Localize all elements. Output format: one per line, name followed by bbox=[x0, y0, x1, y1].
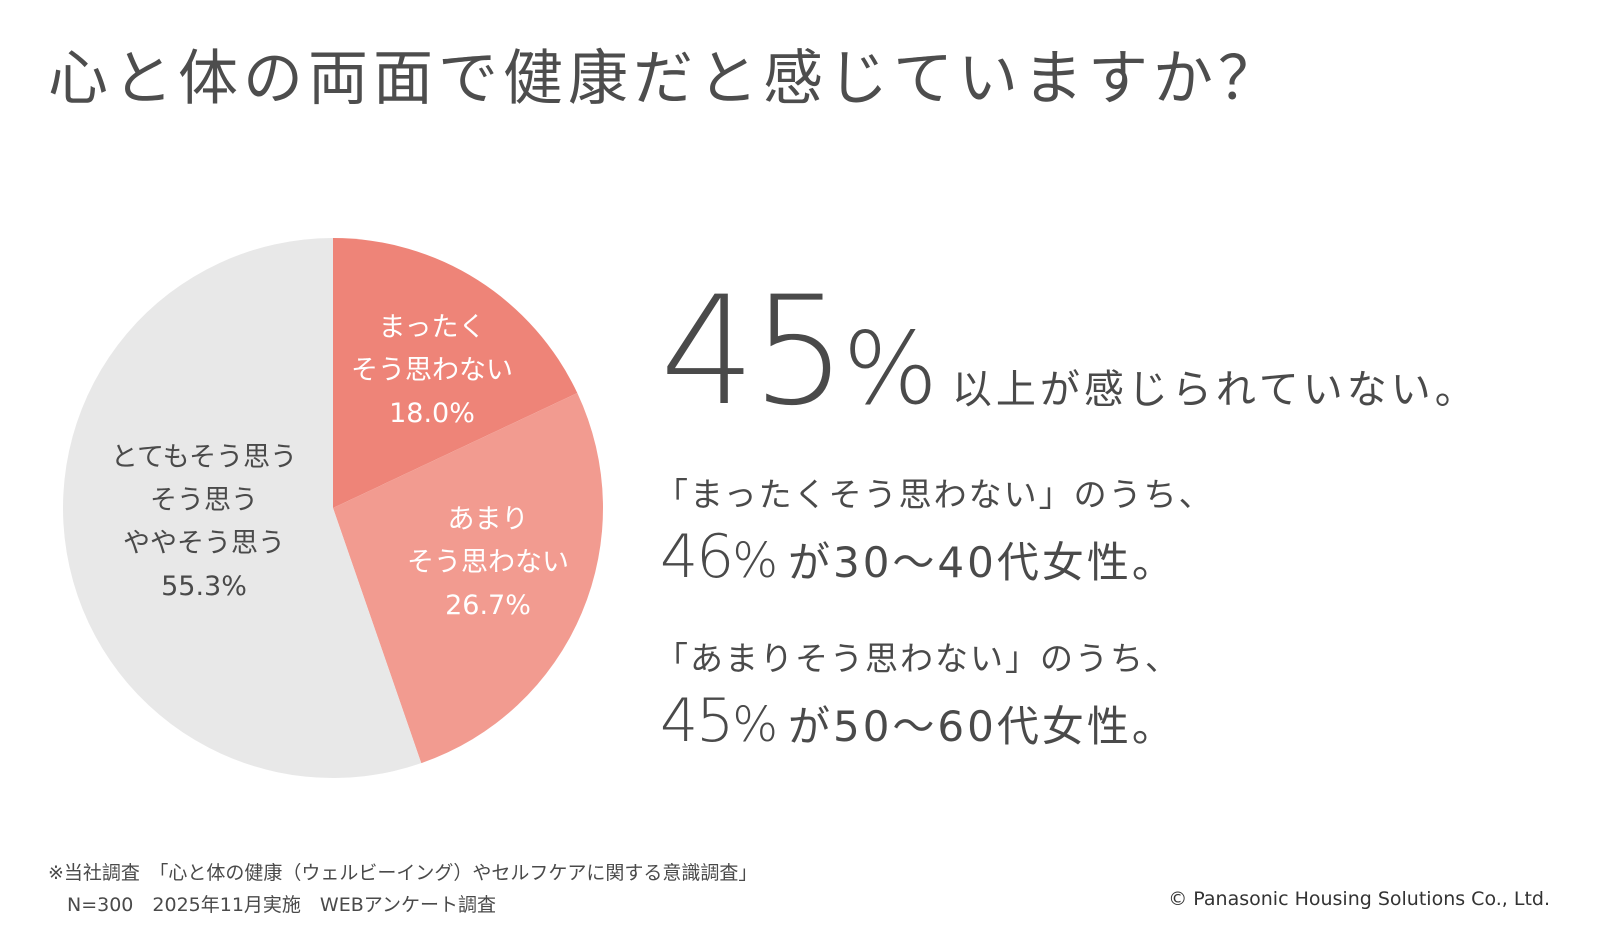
pie-slice-1-label: そう思わない bbox=[351, 355, 513, 386]
stat-2-suffix: が50～60代女性。 bbox=[787, 702, 1177, 751]
headline-number: 45 bbox=[660, 265, 847, 439]
headline-suffix: 以上が感じられていない。 bbox=[951, 367, 1479, 413]
stat-2-percent: % bbox=[732, 697, 778, 753]
stat-1: 46% が30～40代女性。 bbox=[660, 522, 1177, 592]
stat-1-suffix: が30～40代女性。 bbox=[787, 538, 1177, 587]
pie-slice-1 bbox=[333, 238, 578, 508]
pie-chart: まったくそう思わない18.0%あまりそう思わない26.7%とてもそう思うそう思う… bbox=[63, 238, 603, 778]
pie-slice-2-label: 26.7% bbox=[445, 590, 531, 621]
pie-slice-2-label: そう思わない bbox=[407, 547, 569, 578]
pie-slice-3-label: ややそう思う bbox=[123, 528, 285, 559]
pie-slice-1-label: まったく bbox=[379, 312, 486, 343]
pie-slices bbox=[63, 238, 603, 778]
pie-slice-3-label: そう思う bbox=[150, 485, 258, 516]
pie-labels: まったくそう思わない18.0%あまりそう思わない26.7%とてもそう思うそう思う… bbox=[111, 312, 569, 621]
page-title: 心と体の両面で健康だと感じていますか？ bbox=[48, 44, 1283, 114]
stat-2: 45% が50～60代女性。 bbox=[660, 686, 1177, 756]
pie-slice-2-label: あまり bbox=[448, 504, 529, 535]
stat-1-number: 46 bbox=[660, 522, 734, 592]
headline-percent: % bbox=[842, 310, 938, 427]
pie-slice-3-label: とてもそう思う bbox=[111, 442, 297, 473]
footnote-line-1: ※当社調査 「心と体の健康（ウェルビーイング）やセルフケアに関する意識調査」 bbox=[48, 862, 758, 884]
stat-1-quote: 「まったくそう思わない」のうち、 bbox=[655, 475, 1214, 514]
pie-slice-3 bbox=[63, 238, 422, 778]
pie-slice-1-label: 18.0% bbox=[389, 398, 475, 429]
pie-slice-3-label: 55.3% bbox=[161, 571, 247, 602]
stat-1-percent: % bbox=[732, 533, 778, 589]
headline: 45% 以上が感じられていない。 bbox=[660, 265, 1479, 439]
stat-2-number: 45 bbox=[660, 686, 734, 756]
footnote-line-2: N=300 2025年11月実施 WEBアンケート調査 bbox=[48, 894, 496, 916]
pie-slice-2 bbox=[333, 393, 603, 764]
copyright: © Panasonic Housing Solutions Co., Ltd. bbox=[1168, 888, 1550, 910]
stat-2-quote: 「あまりそう思わない」のうち、 bbox=[655, 639, 1180, 678]
